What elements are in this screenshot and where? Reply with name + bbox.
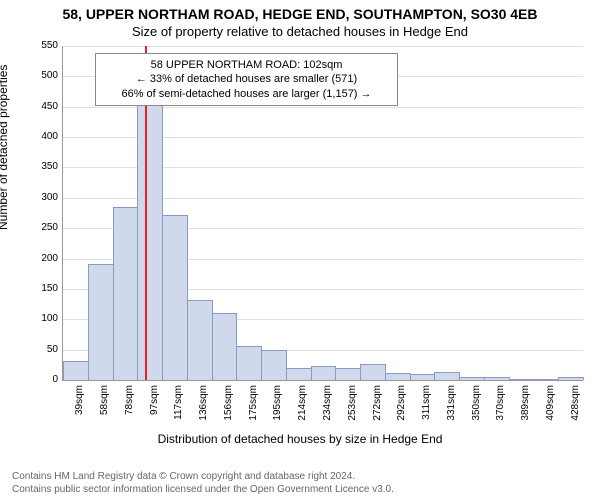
title-main: 58, UPPER NORTHAM ROAD, HEDGE END, SOUTH… <box>0 6 600 22</box>
bar <box>113 207 139 380</box>
bar <box>286 368 312 380</box>
footer: Contains HM Land Registry data © Crown c… <box>12 471 394 496</box>
info-line-2: ← 33% of detached houses are smaller (57… <box>104 72 389 86</box>
info-line-3: 66% of semi-detached houses are larger (… <box>104 87 389 101</box>
y-tick-label: 150 <box>28 283 58 294</box>
bar <box>261 350 287 380</box>
x-tick-label: 370sqm <box>495 385 506 425</box>
bar <box>509 379 535 380</box>
x-tick-label: 97sqm <box>149 385 160 425</box>
title-sub: Size of property relative to detached ho… <box>0 24 600 39</box>
x-tick-label: 272sqm <box>372 385 383 425</box>
bar <box>162 215 188 380</box>
y-tick-label: 300 <box>28 192 58 203</box>
x-tick-label: 350sqm <box>471 385 482 425</box>
x-tick-label: 156sqm <box>223 385 234 425</box>
bar <box>410 374 436 380</box>
bar <box>533 379 559 380</box>
bar <box>212 313 238 380</box>
y-tick-label: 550 <box>28 40 58 51</box>
y-tick-label: 400 <box>28 131 58 142</box>
x-tick-label: 409sqm <box>545 385 556 425</box>
gridline <box>63 46 583 47</box>
chart-container: 58, UPPER NORTHAM ROAD, HEDGE END, SOUTH… <box>0 0 600 500</box>
y-axis-label: Number of detached properties <box>0 65 10 230</box>
bar <box>311 366 337 380</box>
y-tick-label: 0 <box>28 374 58 385</box>
x-tick-label: 175sqm <box>248 385 259 425</box>
y-tick-label: 100 <box>28 313 58 324</box>
y-tick-label: 350 <box>28 161 58 172</box>
footer-line-1: Contains HM Land Registry data © Crown c… <box>12 471 394 484</box>
y-tick-label: 200 <box>28 253 58 264</box>
bar <box>88 264 114 380</box>
x-axis-label: Distribution of detached houses by size … <box>0 432 600 446</box>
x-tick-label: 39sqm <box>74 385 85 425</box>
x-tick-label: 389sqm <box>520 385 531 425</box>
bar <box>360 364 386 380</box>
bar <box>484 377 510 380</box>
y-tick-label: 250 <box>28 222 58 233</box>
y-tick-label: 50 <box>28 344 58 355</box>
y-tick-label: 500 <box>28 70 58 81</box>
bar <box>335 368 361 380</box>
x-tick-label: 58sqm <box>99 385 110 425</box>
x-tick-label: 214sqm <box>297 385 308 425</box>
x-tick-label: 428sqm <box>570 385 581 425</box>
x-tick-label: 78sqm <box>124 385 135 425</box>
bar <box>187 300 213 380</box>
x-tick-label: 117sqm <box>173 385 184 425</box>
x-tick-label: 234sqm <box>322 385 333 425</box>
x-tick-label: 331sqm <box>446 385 457 425</box>
x-tick-label: 311sqm <box>421 385 432 425</box>
x-tick-label: 195sqm <box>272 385 283 425</box>
info-box: 58 UPPER NORTHAM ROAD: 102sqm ← 33% of d… <box>95 53 398 106</box>
x-tick-label: 292sqm <box>396 385 407 425</box>
footer-line-2: Contains public sector information licen… <box>12 484 394 497</box>
info-line-1: 58 UPPER NORTHAM ROAD: 102sqm <box>104 58 389 72</box>
bar <box>385 373 411 380</box>
x-tick-label: 136sqm <box>198 385 209 425</box>
y-tick-label: 450 <box>28 101 58 112</box>
bar <box>459 377 485 380</box>
bar <box>558 377 584 380</box>
bar <box>137 103 163 380</box>
bar <box>236 346 262 380</box>
bar <box>434 372 460 380</box>
bar <box>63 361 89 380</box>
x-tick-label: 253sqm <box>347 385 358 425</box>
